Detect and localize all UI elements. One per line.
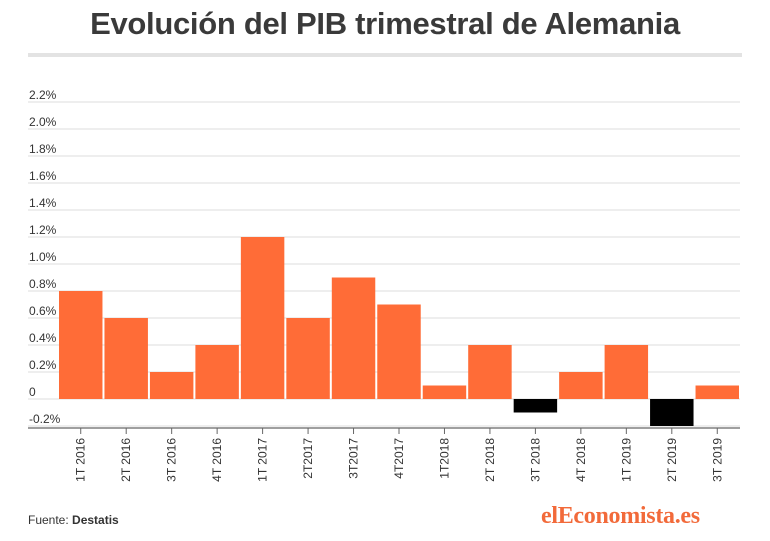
bar-chart: 2.2% 2.0% 1.8% 1.6% 1.4% 1.2% 1.0% 0.8% 0.6% 0.4%… (28, 88, 740, 482)
x-tick-label: 1T 2016 (74, 438, 88, 482)
y-tick-label: 1.6% (29, 169, 57, 183)
y-tick-label: 0.2% (29, 358, 57, 372)
y-tick-label: 1.2% (29, 223, 57, 237)
bar (149, 372, 194, 399)
x-tick-label: 4T 2018 (574, 438, 588, 482)
bar (59, 291, 103, 399)
y-tick-label: -0.2% (29, 412, 61, 426)
y-tick-label: 0.8% (29, 277, 57, 291)
x-tick-label: 2T 2016 (119, 438, 133, 482)
bar (422, 385, 467, 399)
bar (468, 345, 512, 399)
y-tick-label: 1.0% (29, 250, 57, 264)
x-tick-label: 4T2017 (392, 438, 406, 479)
bar (559, 372, 603, 399)
x-tick-label: 3T 2016 (165, 438, 179, 482)
x-axis (28, 427, 740, 434)
title-divider (28, 53, 742, 57)
x-tick-label: 1T 2017 (256, 438, 270, 482)
bar (195, 345, 239, 399)
chart-title: Evolución del PIB trimestral de Alemania (90, 6, 680, 41)
x-tick-label: 1T2018 (437, 438, 451, 479)
y-tick-label: 1.4% (29, 196, 57, 210)
bar (695, 385, 739, 399)
source-note: Fuente: Destatis (28, 513, 119, 527)
bars (59, 237, 739, 426)
bar (377, 304, 421, 399)
bar (331, 277, 376, 399)
x-tick-label: 2T2017 (301, 438, 315, 479)
bar (286, 318, 330, 399)
bar (650, 399, 694, 426)
x-tick-label: 3T 2019 (710, 438, 724, 482)
bar (240, 237, 285, 399)
x-tick-label: 4T 2016 (210, 438, 224, 482)
x-tick-label: 3T 2018 (528, 438, 542, 482)
x-tick-label: 2T 2019 (665, 438, 679, 482)
source-label: Fuente: (28, 513, 69, 527)
brand-logo[interactable]: elEconomista.es (541, 503, 700, 529)
y-tick-label: 0 (29, 385, 36, 399)
y-tick-label: 0.6% (29, 304, 57, 318)
x-tick-label: 3T2017 (347, 438, 361, 479)
bar (604, 345, 649, 399)
bar (104, 318, 148, 399)
bar (513, 399, 558, 413)
source-name: Destatis (72, 513, 119, 527)
x-tick-label: 2T 2018 (483, 438, 497, 482)
y-axis-labels: 2.2% 2.0% 1.8% 1.6% 1.4% 1.2% 1.0% 0.8% 0.6% 0.4%… (29, 88, 61, 426)
y-tick-label: 0.4% (29, 331, 57, 345)
y-tick-label: 1.8% (29, 142, 57, 156)
x-tick-label: 1T 2019 (619, 438, 633, 482)
y-tick-label: 2.2% (29, 88, 57, 102)
x-axis-labels: 1T 2016 2T 2016 3T 2016 4T 2016 1T 2017 2T201… (74, 438, 725, 482)
y-tick-label: 2.0% (29, 115, 57, 129)
